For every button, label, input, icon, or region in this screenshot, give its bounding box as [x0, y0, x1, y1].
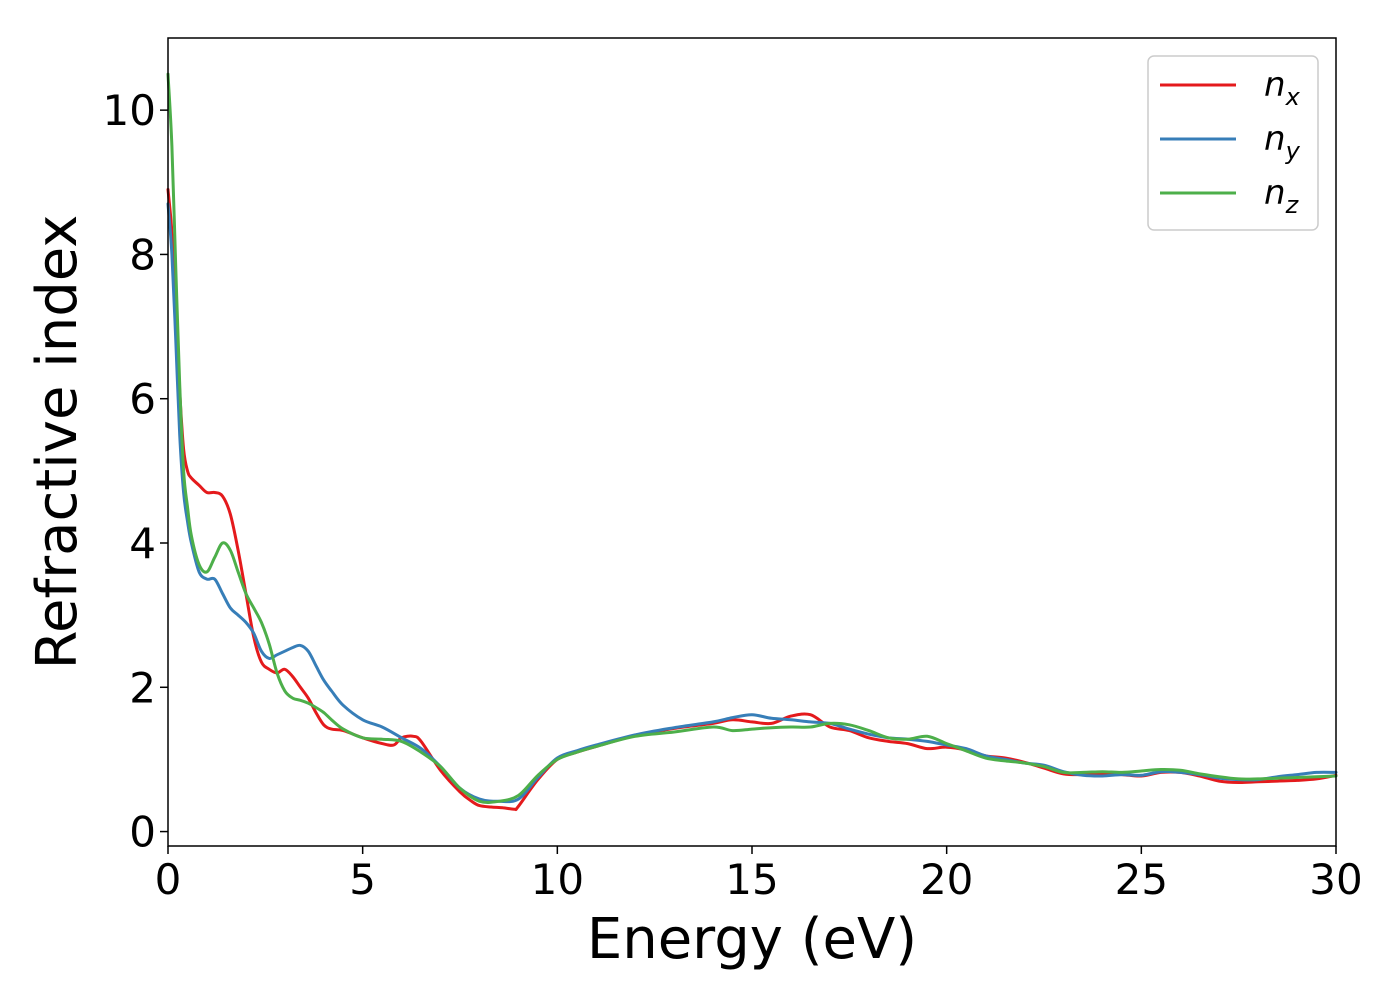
y-tick-label: 6	[129, 375, 156, 424]
y-axis-title: Refractive index	[25, 215, 90, 670]
legend-subscript: y	[1285, 137, 1301, 165]
series-line-z	[166, 72, 1338, 804]
x-tick-label: 10	[531, 855, 584, 904]
y-tick-label: 0	[129, 808, 156, 857]
series-line-x	[166, 188, 1338, 812]
x-axis-title: Energy (eV)	[587, 907, 917, 972]
x-tick-label: 20	[920, 855, 973, 904]
y-tick-label: 4	[129, 519, 156, 568]
y-tick-label: 10	[103, 86, 156, 135]
legend-subscript: x	[1285, 83, 1301, 111]
series-layer	[166, 72, 1338, 812]
x-axis: 0 5 10 15 20 25 30	[155, 846, 1363, 904]
x-tick-label: 0	[155, 855, 182, 904]
x-tick-label: 5	[349, 855, 376, 904]
series-line-y	[166, 202, 1338, 804]
legend-subscript: z	[1285, 191, 1300, 219]
y-tick-label: 8	[129, 230, 156, 279]
y-axis: 0 2 4 6 8 10	[103, 86, 168, 857]
x-tick-label: 30	[1309, 855, 1362, 904]
y-tick-label: 2	[129, 663, 156, 712]
x-tick-label: 25	[1115, 855, 1168, 904]
x-tick-label: 15	[725, 855, 778, 904]
legend-box	[1147, 55, 1319, 231]
